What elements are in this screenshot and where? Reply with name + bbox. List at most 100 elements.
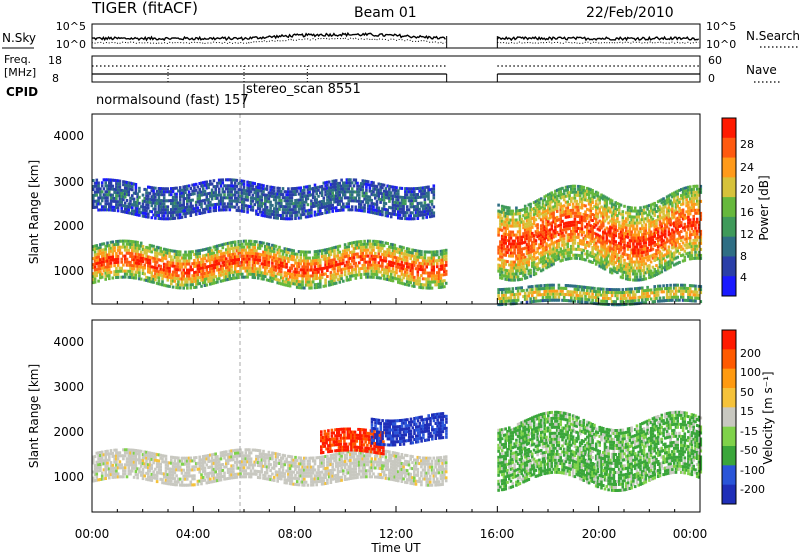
power-cell-4751 (610, 241, 614, 245)
power-cell-209 (131, 243, 134, 247)
power-cell-470 (177, 268, 180, 272)
power-cell-332 (152, 274, 155, 278)
power-cell-1934 (439, 273, 443, 277)
power-cell-3814 (522, 220, 525, 224)
power-cell-3259 (370, 201, 373, 205)
power-cell-996 (267, 269, 271, 273)
power-cell-4901 (625, 268, 628, 272)
power-cell-3359 (393, 185, 397, 189)
power-cell-1204 (304, 271, 308, 275)
power-cell-4793 (614, 234, 617, 238)
power-cell-4591 (594, 259, 598, 263)
power-cell-534 (189, 256, 193, 260)
power-cell-3806 (520, 259, 523, 263)
power-cell-3958 (534, 257, 538, 261)
power-cell-486 (180, 262, 184, 266)
power-cell-3204 (358, 205, 361, 209)
power-cell-2365 (177, 204, 180, 208)
power-cell-442 (171, 285, 175, 289)
power-cell-1451 (350, 271, 354, 275)
power-cell-4808 (616, 229, 619, 233)
power-cell-4352 (571, 223, 575, 227)
power-cell-2709 (253, 203, 256, 207)
power-cell-1962 (444, 254, 448, 258)
power-cell-432 (170, 279, 173, 283)
power-cell-2918 (295, 213, 299, 217)
power-cell-4917 (626, 253, 630, 257)
power-cell-1405 (342, 279, 345, 283)
power-cell-657 (210, 267, 214, 271)
power-cell-2830 (278, 204, 281, 208)
power-cell-4598 (596, 212, 600, 216)
power-cell-1739 (404, 267, 407, 271)
power-cell-2354 (175, 186, 178, 190)
power-cell-2096 (118, 191, 122, 195)
power-cell-712 (219, 273, 223, 277)
power-cell-2878 (288, 199, 292, 203)
power-cell-4513 (587, 232, 591, 236)
power-cell-20 (93, 277, 97, 281)
power-cell-4634 (600, 226, 603, 230)
power-cell-266 (139, 244, 143, 248)
power-cell-816 (237, 255, 240, 258)
power-cell-3726 (513, 239, 516, 243)
power-cell-3916 (531, 234, 534, 238)
power-cell-1046 (276, 278, 279, 282)
power-cell-3897 (529, 223, 532, 227)
power-cell-1692 (395, 271, 398, 275)
power-cell-4753 (610, 250, 614, 254)
power-cell-2867 (287, 193, 290, 197)
power-cell-4248 (561, 252, 564, 256)
power-cell-2592 (228, 193, 232, 197)
power-cell-1325 (327, 259, 331, 263)
power-cell-293 (145, 257, 148, 261)
power-cell-3362 (393, 194, 397, 198)
power-cell-1736 (404, 255, 407, 259)
power-cell-2114 (122, 198, 125, 202)
power-cell-3684 (509, 218, 513, 222)
power-cell-4302 (566, 245, 570, 249)
power-cell-443 (173, 249, 177, 253)
power-cell-1176 (299, 286, 303, 290)
power-cell-1557 (372, 242, 375, 246)
power-cell-2016 (102, 196, 106, 200)
power-cell-2632 (237, 191, 240, 195)
power-cell-3119 (338, 202, 342, 206)
power-cell-4593 (596, 191, 600, 195)
power-cell-1333 (329, 259, 333, 263)
power-cell-2000 (99, 187, 102, 191)
power-cell-2417 (187, 193, 191, 197)
power-cell-983 (265, 260, 269, 264)
power-cell-723 (221, 273, 225, 277)
power-cell-3501 (421, 213, 425, 217)
power-cell-4562 (593, 216, 596, 220)
power-cell-2589 (228, 184, 232, 188)
power-cell-827 (239, 251, 242, 255)
power-cell-4579 (594, 211, 598, 215)
power-cell-4878 (623, 237, 626, 241)
power-cell-4266 (562, 249, 566, 253)
power-cell-3670 (508, 230, 511, 234)
power-cell-4697 (605, 238, 609, 242)
power-cell-3843 (523, 258, 527, 262)
power-cell-466 (177, 256, 180, 260)
power-cell-2957 (304, 197, 308, 201)
power-cell-4317 (568, 227, 571, 231)
power-cell-941 (258, 246, 262, 250)
power-cell-2292 (161, 211, 164, 215)
power-cell-17 (93, 268, 97, 272)
power-cell-2872 (287, 208, 290, 212)
power-cell-265 (139, 241, 143, 245)
power-cell-2060 (111, 193, 115, 197)
power-cell-3777 (518, 221, 522, 224)
power-cell-3985 (538, 216, 541, 220)
power-cell-4850 (619, 266, 623, 270)
power-cell-1746 (405, 256, 409, 260)
power-cell-4409 (577, 226, 580, 230)
power-cell-2460 (198, 191, 201, 194)
power-cell-2049 (109, 184, 113, 188)
power-cell-279 (141, 266, 145, 269)
power-cell-3227 (363, 203, 366, 207)
power-cell-3213 (361, 179, 365, 183)
power-cell-2697 (251, 181, 255, 185)
